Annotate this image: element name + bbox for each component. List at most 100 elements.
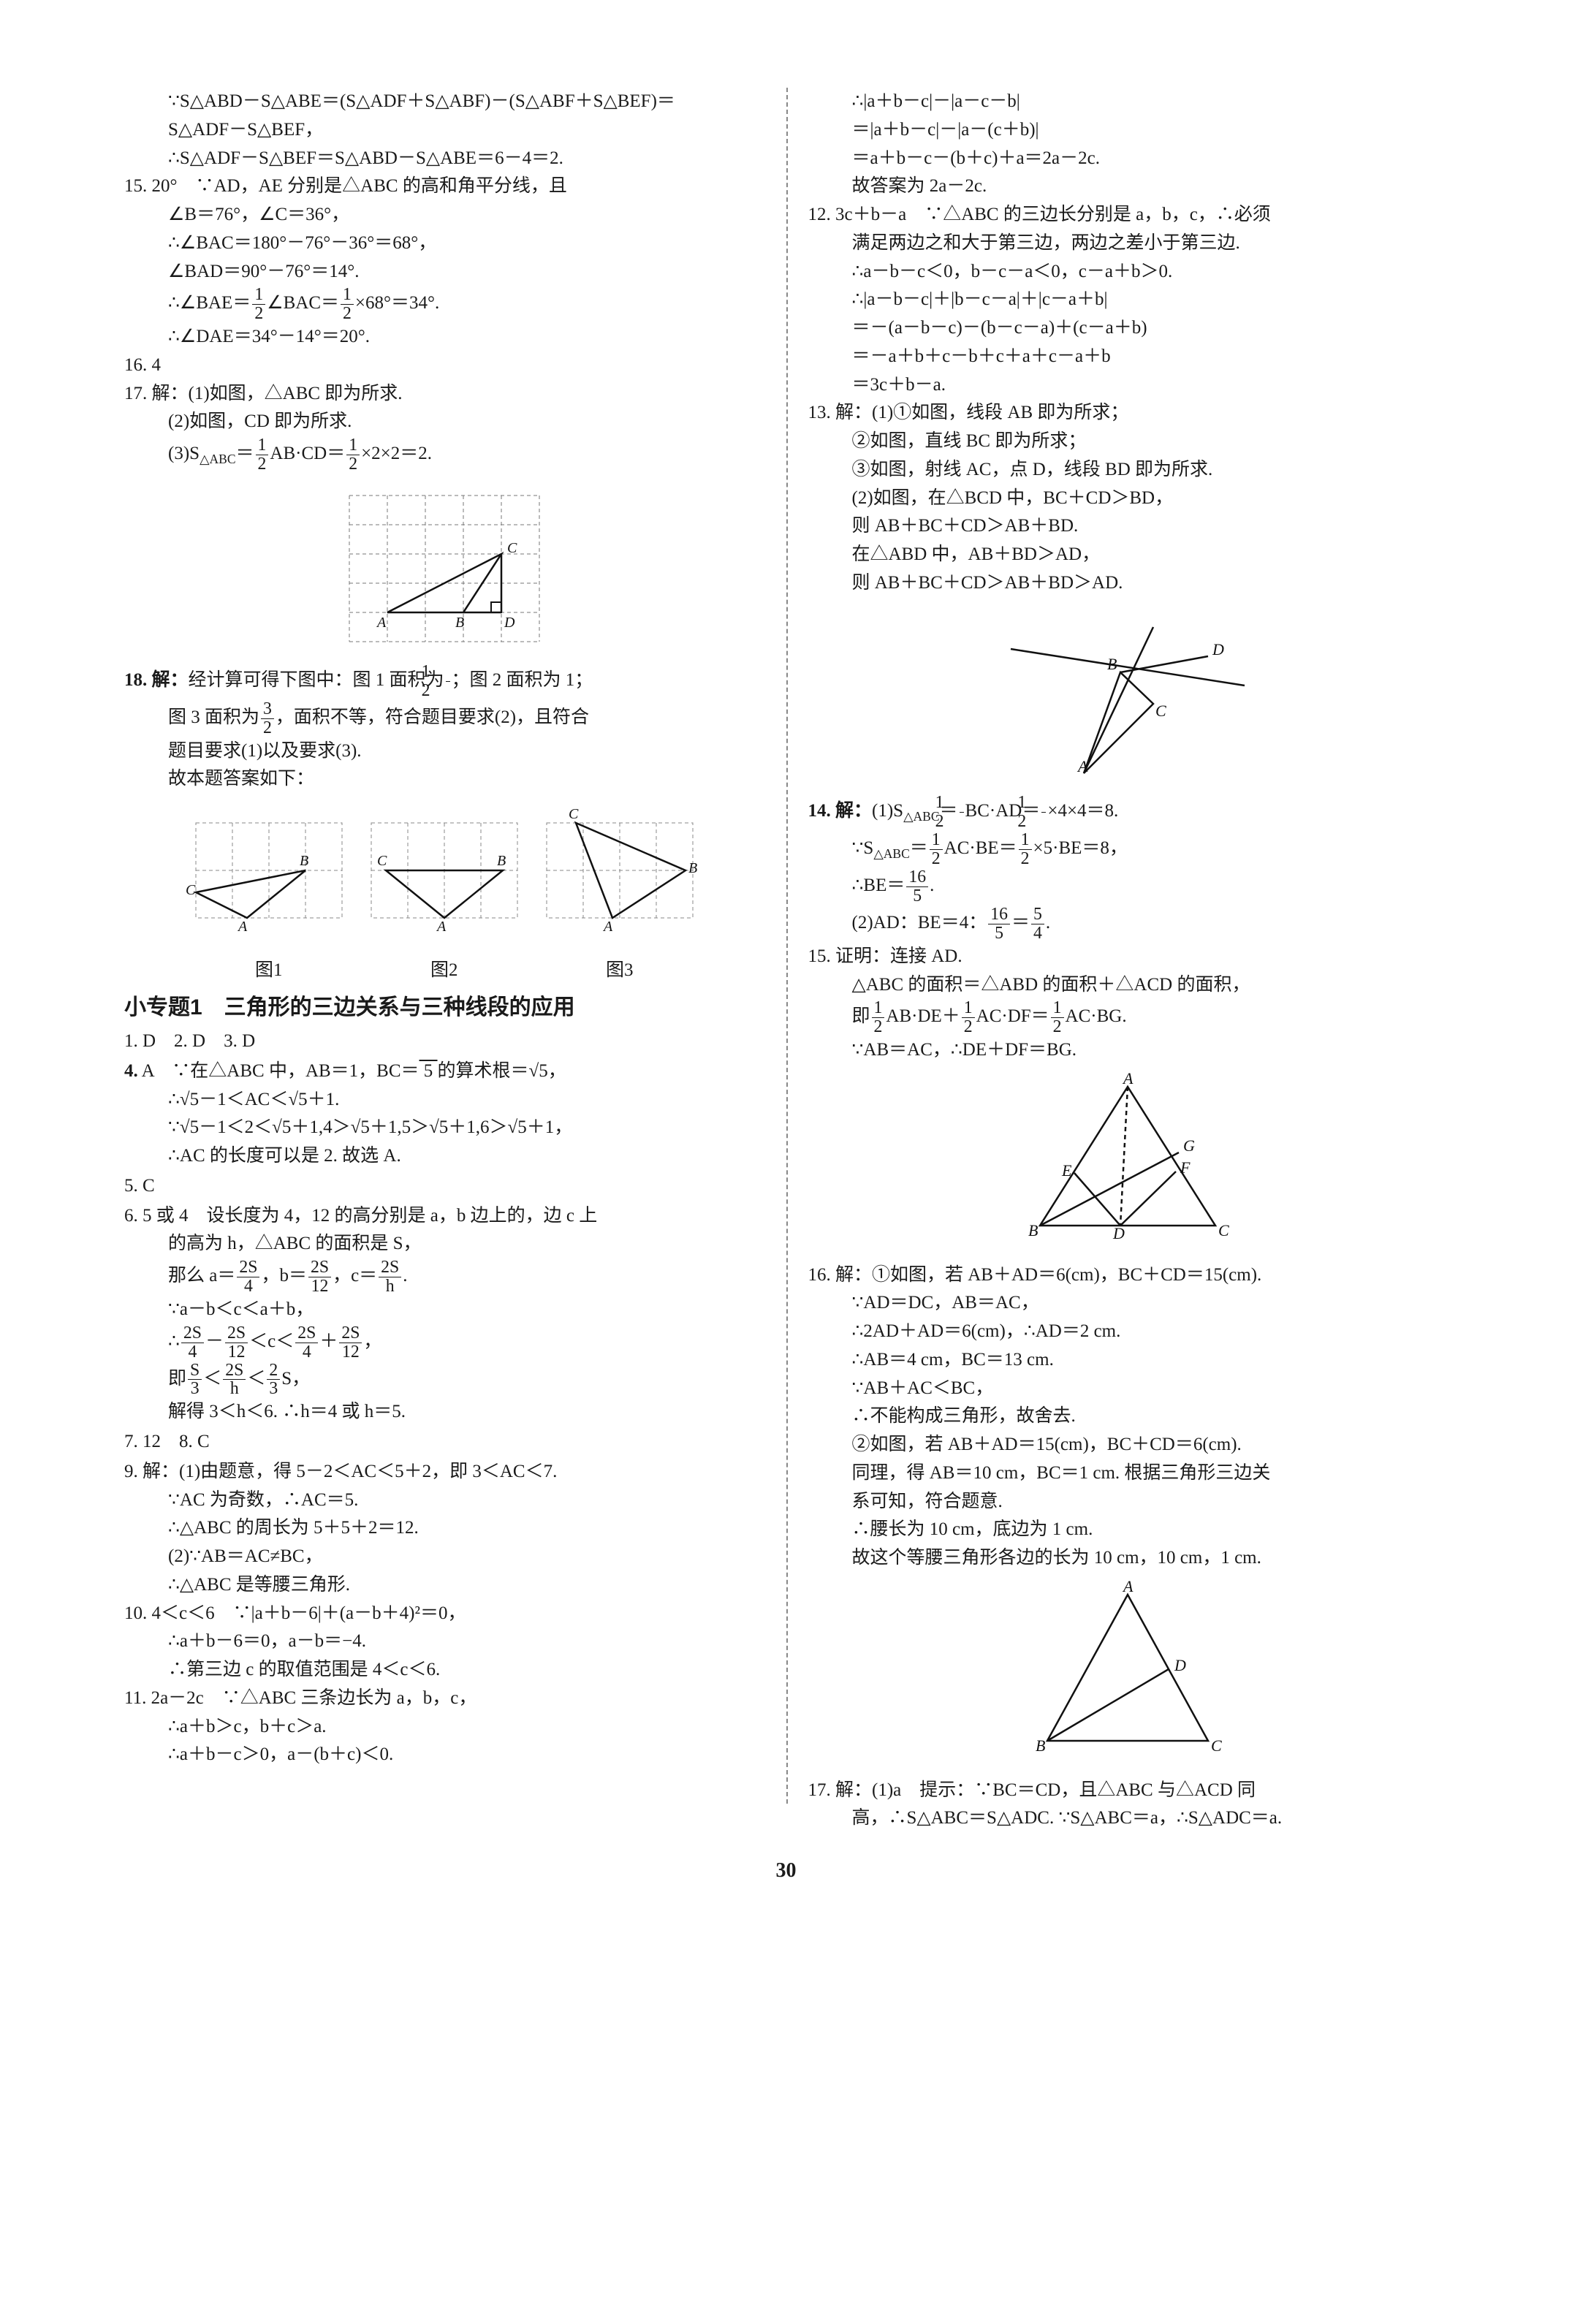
p18-l2: 图 3 面积为32，面积不等，符合题目要求(2)，且符合: [124, 700, 764, 737]
r16-l10: 故这个等腰三角形各边的长为 10 cm，10 cm，1 cm.: [808, 1544, 1448, 1573]
r16-l5: ∴不能构成三角形，故舍去.: [808, 1402, 1448, 1431]
svg-text:D: D: [504, 615, 515, 631]
p4-l1: ∴√5－1＜AC＜√5＋1.: [124, 1086, 764, 1114]
r14-l3: (2)AD：BE＝4：165＝54.: [808, 905, 1448, 943]
svg-text:A: A: [1122, 1580, 1134, 1595]
p6-l5: 即S3＜2Sh＜23S，: [124, 1362, 764, 1399]
r16-l3: ∴AB＝4 cm，BC＝13 cm.: [808, 1346, 1448, 1375]
r15-l3: ∵AB＝AC，∴DE＋DF＝BG.: [808, 1036, 1448, 1065]
r12-l2: ∴a－b－c＜0，b－c－a＜0，c－a＋b＞0.: [808, 258, 1448, 286]
svg-text:A: A: [1122, 1072, 1134, 1087]
svg-text:A: A: [1077, 757, 1088, 775]
r16-l2: ∴2AD＋AD＝6(cm)，∴AD＝2 cm.: [808, 1318, 1448, 1346]
fig-18: BAC CBA CBA 图1 图2 图3: [124, 801, 764, 985]
p9-l1: ∵AC 为奇数，∴AC＝5.: [124, 1486, 764, 1515]
svg-text:B: B: [300, 853, 308, 869]
p6-l3: ∵a－b＜c＜a＋b，: [124, 1296, 764, 1324]
p6-l4: ∴2S4－2S12＜c＜2S4＋2S12，: [124, 1324, 764, 1362]
r14-l1: ∵S△ABC＝12AC·BE＝12×5·BE＝8，: [808, 831, 1448, 868]
fig-13: A B C D: [808, 605, 1448, 790]
p10-l2: ∴第三边 c 的取值范围是 4＜c＜6.: [124, 1656, 764, 1685]
p15-lead: 15. 20° ∵AD，AE 分别是△ABC 的高和角平分线，且: [124, 172, 764, 201]
left-column: ∵S△ABD－S△ABE＝(S△ADF＋S△ABF)－(S△ABF＋S△BEF)…: [124, 88, 786, 1833]
p4-l2: ∵√5－1＜2＜√5＋1,4＞√5＋1,5＞√5＋1,6＞√5＋1，: [124, 1114, 764, 1142]
p9-l3: (2)∵AB＝AC≠BC，: [124, 1543, 764, 1571]
p15-l5: ∴∠DAE＝34°－14°＝20°.: [124, 323, 764, 352]
r12-l6: ＝3c＋b－a.: [808, 371, 1448, 400]
svg-text:B: B: [1028, 1221, 1038, 1239]
fig-17: AB CD: [124, 481, 764, 658]
p17-l3: (3)S△ABC＝12AB·CD＝12×2×2＝2.: [124, 436, 764, 474]
p10-lead: 10. 4＜c＜6 ∵|a＋b－6|＋(a－b＋4)²＝0，: [124, 1600, 764, 1628]
r13-l4: 则 AB＋BC＋CD＞AB＋BD.: [808, 512, 1448, 541]
r15-l2: 即12AB·DE＋12AC·DF＝12AC·BG.: [808, 999, 1448, 1036]
p6-l2: 那么 a＝2S4，b＝2S12，c＝2Sh.: [124, 1258, 764, 1296]
right-column: ∴|a＋b－c|－|a－c－b| ＝|a＋b－c|－|a－(c＋b)| ＝a＋b…: [786, 88, 1448, 1833]
r17-lead: 17. 解：(1)a 提示：∵BC＝CD，且△ABC 与△ACD 同: [808, 1777, 1448, 1805]
svg-text:A: A: [436, 919, 447, 935]
svg-text:B: B: [497, 853, 506, 869]
r16-l7: 同理，得 AB＝10 cm，BC＝1 cm. 根据三角形三边关: [808, 1459, 1448, 1488]
r17-l2: 高，∴S△ABC＝S△ADC. ∵S△ABC＝a，∴S△ADC＝a.: [808, 1804, 1448, 1833]
fig3-label: 图3: [606, 957, 634, 985]
section-title: 小专题1 三角形的三边关系与三种线段的应用: [124, 991, 764, 1025]
svg-text:C: C: [569, 806, 579, 822]
fig-16: A B C D: [808, 1580, 1448, 1772]
answers-1-3: 1. D 2. D 3. D: [124, 1028, 764, 1056]
r16-lead: 16. 解：①如图，若 AB＋AD＝6(cm)，BC＋CD＝15(cm).: [808, 1261, 1448, 1290]
p7-8: 7. 12 8. C: [124, 1428, 764, 1457]
fig-15: A B C D E F G: [808, 1072, 1448, 1257]
r16-l9: ∴腰长为 10 cm，底边为 1 cm.: [808, 1516, 1448, 1544]
p6-l1: 的高为 h，△ABC 的面积是 S，: [124, 1230, 764, 1258]
r12-l3: ∴|a－b－c|＋|b－c－a|＋|c－a＋b|: [808, 286, 1448, 314]
r15-lead: 15. 证明：连接 AD.: [808, 943, 1448, 971]
page-columns: ∵S△ABD－S△ABE＝(S△ADF＋S△ABF)－(S△ABF＋S△BEF)…: [124, 88, 1448, 1833]
r13-l2: ③如图，射线 AC，点 D，线段 BD 即为所求.: [808, 456, 1448, 485]
svg-text:C: C: [186, 882, 196, 898]
fig1-label: 图1: [255, 957, 283, 985]
column-divider: [786, 88, 788, 1804]
svg-text:B: B: [455, 615, 464, 631]
r13-l6: 则 AB＋BC＋CD＞AB＋BD＞AD.: [808, 569, 1448, 598]
r14-lead: 14. 解：(1)S△ABC＝12BC·AD＝12×4×4＝8.: [808, 794, 1448, 831]
svg-text:E: E: [1061, 1161, 1072, 1180]
p5: 5. C: [124, 1172, 764, 1201]
r13-l1: ②如图，直线 BC 即为所求；: [808, 428, 1448, 456]
p17-lead: 17. 解：(1)如图，△ABC 即为所求.: [124, 380, 764, 409]
svg-text:C: C: [1218, 1221, 1229, 1239]
svg-text:A: A: [237, 919, 248, 935]
p9-lead: 9. 解：(1)由题意，得 5－2＜AC＜5＋2，即 3＜AC＜7.: [124, 1458, 764, 1486]
p4-l3: ∴AC 的长度可以是 2. 故选 A.: [124, 1142, 764, 1171]
r16-l4: ∵AB＋AC＜BC，: [808, 1375, 1448, 1403]
svg-text:D: D: [1174, 1656, 1186, 1674]
p11-l1: ∴a＋b＞c，b＋c＞a.: [124, 1713, 764, 1742]
p10-l1: ∴a＋b－6＝0，a－b＝−4.: [124, 1628, 764, 1656]
p6-l6: 解得 3＜h＜6. ∴h＝4 或 h＝5.: [124, 1398, 764, 1427]
r13-l3: (2)如图，在△BCD 中，BC＋CD＞BD，: [808, 485, 1448, 513]
svg-text:C: C: [1211, 1736, 1222, 1755]
r11-l4: 故答案为 2a－2c.: [808, 172, 1448, 201]
svg-text:C: C: [1155, 702, 1166, 720]
r13-l5: 在△ABD 中，AB＋BD＞AD，: [808, 541, 1448, 569]
fig2-label: 图2: [430, 957, 458, 985]
p14-l2: S△ADF－S△BEF，: [124, 116, 764, 145]
r12-l4: ＝－(a－b－c)－(b－c－a)＋(c－a＋b): [808, 314, 1448, 343]
p15-l3: ∠BAD＝90°－76°＝14°.: [124, 258, 764, 286]
r11-l1: ∴|a＋b－c|－|a－c－b|: [808, 88, 1448, 116]
p15-l4: ∴∠BAE＝12∠BAC＝12×68°＝34°.: [124, 286, 764, 323]
p18-l4: 故本题答案如下：: [124, 765, 764, 794]
svg-text:B: B: [1107, 655, 1117, 673]
p9-l2: ∴△ABC 的周长为 5＋5＋2＝12.: [124, 1514, 764, 1543]
p14-l1: ∵S△ABD－S△ABE＝(S△ADF＋S△ABF)－(S△ABF＋S△BEF)…: [124, 88, 764, 116]
svg-text:D: D: [1112, 1224, 1125, 1242]
svg-text:A: A: [376, 615, 387, 631]
svg-text:B: B: [1036, 1736, 1045, 1755]
svg-text:G: G: [1183, 1136, 1195, 1155]
p9-l4: ∴△ABC 是等腰三角形.: [124, 1571, 764, 1600]
r12-lead: 12. 3c＋b－a ∵△ABC 的三边长分别是 a，b，c，∴必须: [808, 201, 1448, 229]
p6-lead: 6. 5 或 4 设长度为 4，12 的高分别是 a，b 边上的，边 c 上: [124, 1202, 764, 1231]
r15-l1: △ABC 的面积＝△ABD 的面积＋△ACD 的面积，: [808, 971, 1448, 1000]
r16-l6: ②如图，若 AB＋AD＝15(cm)，BC＋CD＝6(cm).: [808, 1431, 1448, 1459]
p18-lead: 18. 解：经计算可得下图中：图 1 面积为12；图 2 面积为 1；: [124, 663, 764, 700]
p16: 16. 4: [124, 352, 764, 380]
